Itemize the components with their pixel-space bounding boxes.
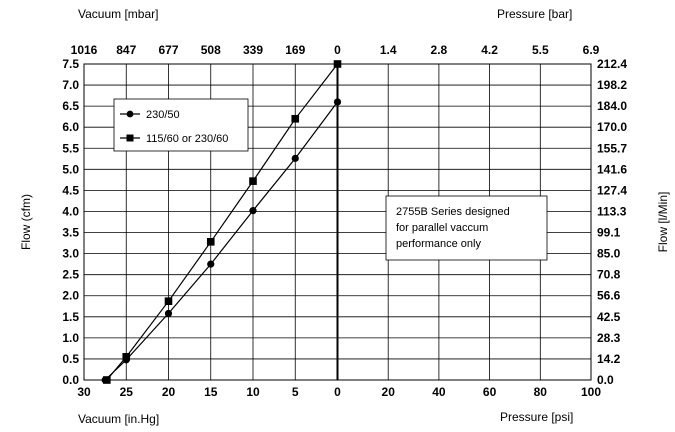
series [101, 60, 342, 384]
left-tick-label: 5.0 [62, 162, 79, 176]
data-point-circle [207, 260, 215, 268]
left-tick-label: 7.5 [62, 57, 79, 71]
annotation-box [385, 195, 548, 261]
bottom-right-tick-label: 100 [581, 385, 601, 399]
top-left-tick-label: 847 [116, 43, 136, 57]
right-tick-label: 198.2 [597, 78, 627, 92]
tick-labels: 0.0 0.0 0.5 14.2 1.0 28.3 1.5 42.5 2.0 56.6 2.5 70.… [62, 43, 627, 399]
right-tick-label: 212.4 [597, 57, 627, 71]
bottom-left-tick-label: 0 [334, 385, 341, 399]
right-tick-label: 14.2 [597, 352, 621, 366]
annotation-text: 2755B Series designed for parallel vaccum… [396, 206, 510, 250]
legend: 230/50 115/60 or 230/60 [113, 98, 249, 152]
left-tick-label: 0.5 [62, 352, 79, 366]
right-tick-label: 99.1 [597, 226, 621, 240]
data-point-square [333, 60, 342, 68]
left-tick-label: 3.0 [62, 247, 79, 261]
bottom-left-tick-label: 20 [162, 385, 176, 399]
top-right-tick-label: 6.9 [583, 43, 600, 57]
bottom-left-tick-label: 30 [77, 385, 91, 399]
right-tick-label: 141.6 [597, 162, 627, 176]
legend-box [113, 98, 249, 152]
data-point-square [164, 297, 173, 306]
legend-label-1: 230/50 [146, 109, 180, 121]
bottom-right-tick-label: 60 [483, 385, 497, 399]
bottom-right-tick-label: 20 [382, 385, 396, 399]
bottom-left-tick-label: 10 [246, 385, 260, 399]
left-tick-label: 5.5 [62, 141, 79, 155]
left-tick-label: 0.0 [62, 373, 79, 387]
top-right-axis-label: Pressure [bar] [497, 7, 572, 21]
left-tick-label: 7.0 [62, 78, 79, 92]
bottom-left-tick-label: 25 [120, 385, 134, 399]
right-tick-label: 85.0 [597, 247, 621, 261]
top-left-tick-label: 677 [158, 43, 178, 57]
data-point-circle [164, 309, 173, 318]
legend-marker-circle [126, 110, 134, 118]
top-left-tick-label: 0 [334, 43, 341, 57]
top-right-tick-label: 4.2 [481, 43, 498, 57]
left-tick-label: 6.0 [62, 120, 79, 134]
right-tick-label: 113.3 [597, 204, 627, 218]
left-tick-label: 1.0 [62, 331, 79, 345]
annotation-line: 2755B Series designed [396, 206, 510, 218]
right-tick-label: 184.0 [597, 99, 627, 113]
bottom-right-axis-label: Pressure [psi] [500, 410, 573, 424]
top-left-tick-label: 169 [285, 43, 305, 57]
data-point-square [103, 376, 111, 384]
left-tick-label: 2.0 [62, 289, 79, 303]
left-tick-label: 2.5 [62, 268, 79, 282]
left-tick-label: 6.5 [62, 99, 79, 113]
data-point-square [122, 353, 131, 361]
right-tick-label: 28.3 [597, 331, 621, 345]
data-point-circle [249, 207, 257, 215]
annotation-line: for parallel vaccum [396, 222, 488, 234]
legend-marker-square [126, 134, 134, 142]
right-axis-label: Flow [l/Min] [656, 192, 670, 253]
top-right-tick-label: 2.8 [431, 43, 448, 57]
left-axis-label: Flow (cfm) [19, 194, 33, 250]
right-tick-label: 42.5 [597, 310, 621, 324]
top-left-tick-label: 1016 [71, 43, 98, 57]
right-tick-label: 56.6 [597, 289, 621, 303]
right-tick-label: 127.4 [597, 183, 627, 197]
bottom-left-tick-label: 15 [204, 385, 218, 399]
data-point-circle [333, 98, 342, 106]
annotation-line: performance only [396, 238, 481, 250]
data-point-circle [291, 154, 299, 162]
bottom-right-tick-label: 80 [534, 385, 548, 399]
top-right-tick-label: 5.5 [532, 43, 549, 57]
top-left-tick-label: 339 [243, 43, 263, 57]
top-left-tick-label: 508 [201, 43, 221, 57]
left-tick-label: 4.5 [62, 183, 79, 197]
top-right-tick-label: 1.4 [380, 43, 397, 57]
left-tick-label: 4.0 [62, 204, 79, 218]
bottom-right-tick-label: 40 [432, 385, 446, 399]
left-tick-label: 3.5 [62, 226, 79, 240]
right-tick-label: 155.7 [597, 141, 627, 155]
data-point-square [249, 177, 257, 185]
right-tick-label: 0.0 [597, 373, 614, 387]
right-tick-label: 170.0 [597, 120, 627, 134]
legend-label-2: 115/60 or 230/60 [146, 133, 228, 145]
right-tick-label: 70.8 [597, 268, 621, 282]
data-point-square [206, 238, 215, 246]
bottom-left-axis-label: Vacuum [in.Hg] [78, 412, 159, 426]
top-left-axis-label: Vacuum [mbar] [78, 7, 158, 21]
data-point-square [291, 114, 300, 123]
left-tick-label: 1.5 [62, 310, 79, 324]
bottom-left-tick-label: 5 [292, 385, 299, 399]
annotation: 2755B Series designed for parallel vaccum… [385, 195, 548, 261]
